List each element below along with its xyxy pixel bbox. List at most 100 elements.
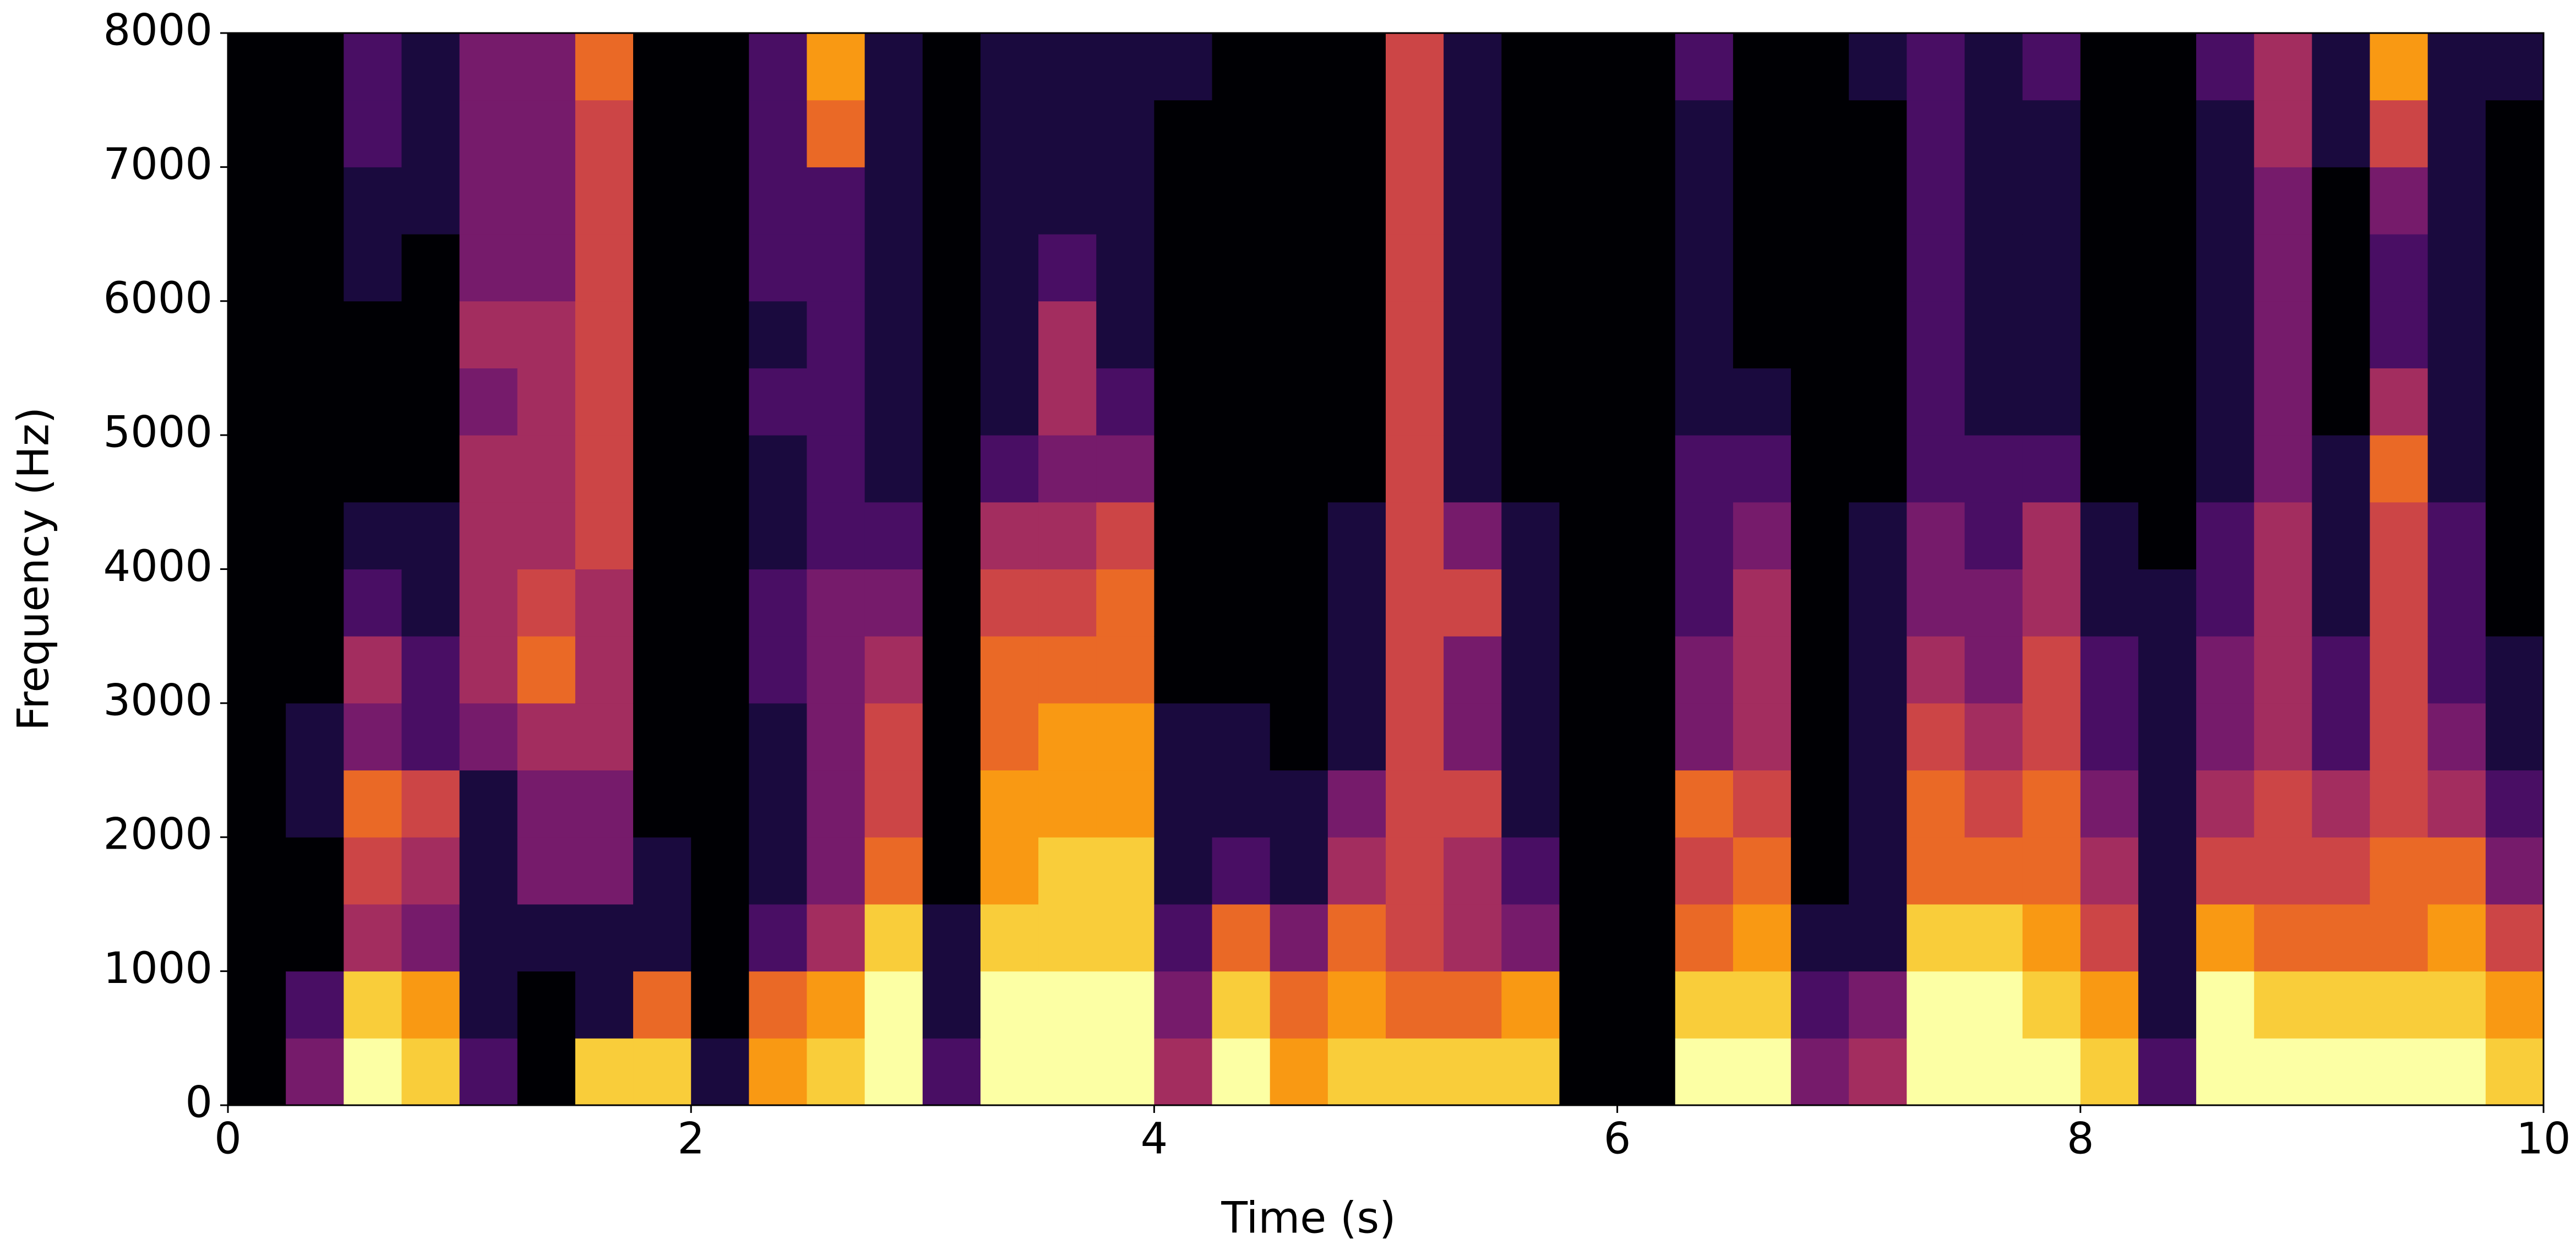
y-tick-label: 6000: [103, 274, 213, 323]
spectrogram-cell: [1559, 301, 1618, 368]
spectrogram-cell: [2254, 368, 2312, 436]
spectrogram-cell: [2485, 837, 2544, 905]
spectrogram-cell: [1038, 569, 1097, 637]
spectrogram-cell: [2080, 569, 2139, 637]
spectrogram-cell: [1038, 33, 1097, 101]
spectrogram-cell: [2254, 33, 2312, 101]
spectrogram-cell: [1675, 569, 1734, 637]
spectrogram-cell: [2312, 167, 2371, 235]
spectrogram-cell: [1849, 569, 1907, 637]
spectrogram-cell: [2312, 502, 2371, 569]
spectrogram-cell: [1617, 502, 1676, 569]
spectrogram-cell: [1964, 703, 2023, 771]
spectrogram-cell: [1038, 1038, 1097, 1106]
spectrogram-cell: [2080, 502, 2139, 569]
spectrogram-cell: [1849, 100, 1907, 167]
spectrogram-cell: [2427, 971, 2486, 1039]
spectrogram-cell: [1733, 167, 1791, 235]
spectrogram-cell: [1733, 636, 1791, 704]
spectrogram-cell: [1038, 971, 1097, 1039]
spectrogram-cell: [749, 167, 807, 235]
spectrogram-cell: [1675, 167, 1734, 235]
spectrogram-cell: [1212, 770, 1271, 838]
spectrogram-cell: [2370, 33, 2428, 101]
spectrogram-cell: [2196, 904, 2254, 972]
spectrogram-cell: [749, 904, 807, 972]
spectrogram-cell: [344, 703, 402, 771]
spectrogram-cell: [1964, 770, 2023, 838]
spectrogram-cell: [1907, 904, 1965, 972]
spectrogram-cell: [1096, 33, 1154, 101]
spectrogram-cell: [2370, 368, 2428, 436]
spectrogram-cell: [2312, 971, 2371, 1039]
spectrogram-cell: [1791, 301, 1849, 368]
spectrogram-cell: [2427, 167, 2486, 235]
spectrogram-cell: [2370, 100, 2428, 167]
spectrogram-cell: [633, 569, 691, 637]
spectrogram-cell: [1096, 100, 1154, 167]
spectrogram-cell: [1270, 301, 1328, 368]
spectrogram-cell: [2080, 234, 2139, 302]
spectrogram-cell: [1096, 1038, 1154, 1106]
spectrogram-cell: [1849, 904, 1907, 972]
spectrogram-cell: [2427, 837, 2486, 905]
spectrogram-cell: [1270, 33, 1328, 101]
spectrogram-cell: [2138, 770, 2197, 838]
spectrogram-cell: [749, 971, 807, 1039]
spectrogram-cell: [401, 1038, 460, 1106]
spectrogram-cell: [807, 435, 865, 503]
spectrogram-cell: [286, 502, 344, 569]
spectrogram-cell: [2370, 703, 2428, 771]
spectrogram-cell: [2370, 435, 2428, 503]
spectrogram-cell: [807, 502, 865, 569]
spectrogram-cell: [286, 301, 344, 368]
spectrogram-cell: [1096, 971, 1154, 1039]
spectrogram-cell: [1270, 435, 1328, 503]
spectrogram-cell: [1501, 636, 1560, 704]
spectrogram-cell: [1386, 636, 1444, 704]
spectrogram-cell: [922, 569, 981, 637]
spectrogram-cell: [1733, 904, 1791, 972]
spectrogram-cell: [1501, 569, 1560, 637]
spectrogram-cell: [1849, 368, 1907, 436]
spectrogram-cell: [1212, 435, 1271, 503]
spectrogram-cell: [1270, 904, 1328, 972]
spectrogram-cell: [1675, 904, 1734, 972]
spectrogram-cell: [228, 435, 286, 503]
spectrogram-cell: [2022, 100, 2081, 167]
spectrogram-cell: [575, 636, 634, 704]
spectrogram-cell: [401, 435, 460, 503]
spectrogram-cell: [1154, 837, 1213, 905]
spectrogram-cell: [459, 636, 518, 704]
spectrogram-cell: [2080, 1038, 2139, 1106]
spectrogram-cell: [1212, 33, 1271, 101]
spectrogram-cell: [2080, 770, 2139, 838]
spectrogram-cell: [922, 904, 981, 972]
spectrogram-cell: [459, 502, 518, 569]
spectrogram-cell: [2370, 569, 2428, 637]
spectrogram-cell: [1675, 502, 1734, 569]
spectrogram-cell: [980, 368, 1039, 436]
spectrogram-cell: [864, 770, 923, 838]
spectrogram-cell: [1849, 1038, 1907, 1106]
spectrogram-cell: [1444, 502, 1502, 569]
spectrogram-cell: [1791, 971, 1849, 1039]
spectrogram-cell: [922, 1038, 981, 1106]
spectrogram-cell: [749, 33, 807, 101]
spectrogram-cell: [1444, 167, 1502, 235]
spectrogram-cell: [2312, 904, 2371, 972]
spectrogram-cell: [2022, 368, 2081, 436]
spectrogram-cell: [1501, 703, 1560, 771]
spectrogram-cell: [2196, 502, 2254, 569]
spectrogram-cell: [1849, 435, 1907, 503]
spectrogram-cell: [1327, 703, 1386, 771]
spectrogram-cell: [1675, 971, 1734, 1039]
spectrogram-cell: [2254, 569, 2312, 637]
spectrogram-cell: [807, 234, 865, 302]
spectrogram-cell: [2138, 569, 2197, 637]
spectrogram-cell: [2485, 301, 2544, 368]
spectrogram-cell: [459, 971, 518, 1039]
spectrogram-cell: [286, 435, 344, 503]
spectrogram-cell: [922, 502, 981, 569]
spectrogram-cell: [1617, 100, 1676, 167]
